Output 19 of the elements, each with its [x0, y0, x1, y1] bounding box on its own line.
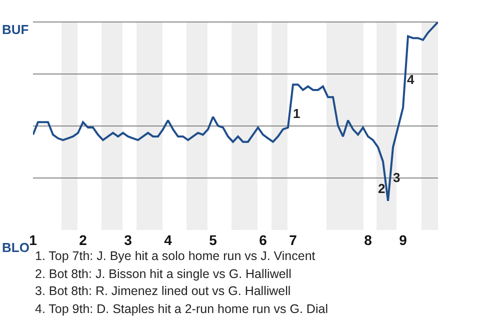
text: 2. Bot 8th: J. Bisson hit a single vs G. Halliwell [35, 267, 292, 281]
x-tick-label: 8 [364, 232, 372, 248]
x-tick-label: 3 [124, 232, 132, 248]
x-tick-label: 9 [399, 232, 408, 248]
text: 1. Top 7th: J. Bye hit a solo home run vs J. Vincent [35, 249, 316, 263]
x-tick-label: 6 [259, 232, 268, 248]
annotation: 2 [378, 181, 386, 196]
x-tick-label: 7 [289, 232, 298, 248]
text: 3. Bot 8th: R. Jimenez lined out vs G. Halliwell [35, 284, 291, 298]
text: 4. Top 9th: D. Staples hit a 2-run home run vs G. Dial [35, 302, 328, 316]
annotation: 3 [393, 170, 400, 185]
text: BLO [2, 240, 30, 255]
annotation: 1 [293, 106, 300, 121]
x-tick-label: 4 [164, 232, 172, 248]
x-tick-label: 2 [79, 232, 88, 248]
text: BUF [2, 22, 29, 37]
annotation: 4 [407, 72, 415, 87]
x-tick-label: 1 [29, 232, 38, 248]
x-tick-label: 5 [209, 232, 218, 248]
